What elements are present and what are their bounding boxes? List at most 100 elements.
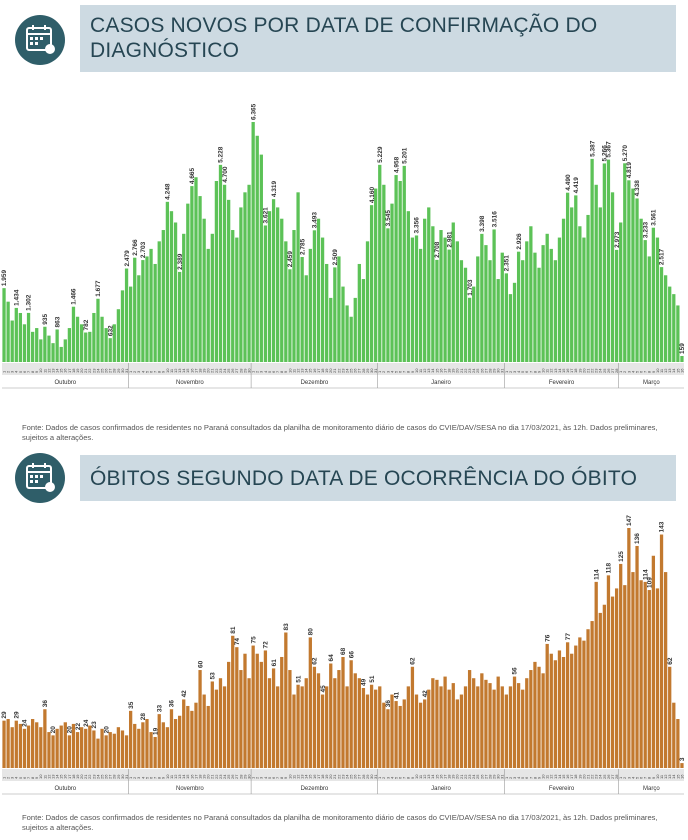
- bar: [157, 241, 161, 362]
- bar: [549, 248, 553, 362]
- bar: [51, 735, 55, 768]
- bar: [443, 237, 447, 362]
- x-tick-label: 7: [643, 370, 648, 373]
- x-tick-label: 1: [1, 776, 6, 779]
- x-tick-label: 4: [516, 370, 521, 373]
- x-tick-label: 1: [377, 370, 382, 373]
- x-tick-label: 3: [626, 776, 631, 779]
- bar: [619, 222, 623, 362]
- value-label: 2.703: [140, 241, 147, 258]
- x-tick-label: 16: [63, 774, 68, 779]
- bar: [10, 320, 14, 362]
- bar: [30, 719, 35, 768]
- value-label: 36: [42, 700, 49, 708]
- bar: [516, 683, 521, 768]
- x-tick-label: 15: [59, 368, 64, 373]
- x-tick-label: 3: [259, 370, 264, 373]
- value-label: 114: [593, 569, 600, 580]
- x-tick-label: 11: [42, 368, 47, 373]
- bar: [504, 273, 508, 362]
- bar: [10, 727, 14, 768]
- x-tick-label: 30: [369, 774, 374, 779]
- value-label: 36: [385, 700, 392, 708]
- value-label: 22: [75, 722, 82, 730]
- x-tick-label: 7: [153, 370, 158, 373]
- x-tick-label: 16: [565, 774, 570, 779]
- x-tick-label: 6: [22, 370, 27, 373]
- bar: [104, 735, 108, 768]
- x-tick-label: 3: [10, 776, 15, 779]
- bar: [663, 572, 668, 768]
- bar: [145, 256, 149, 362]
- bar: [267, 211, 272, 362]
- x-tick-label: 6: [524, 370, 529, 373]
- bar: [6, 301, 10, 362]
- bar: [149, 732, 153, 768]
- x-tick-label: 20: [79, 774, 84, 779]
- bar: [439, 230, 443, 362]
- value-label: 45: [320, 685, 327, 693]
- x-tick-label: 10: [38, 774, 43, 779]
- value-label: 53: [210, 672, 217, 680]
- bar: [659, 267, 664, 362]
- x-tick-label: 31: [124, 368, 129, 373]
- bar: [472, 286, 476, 362]
- x-tick-label: 28: [361, 368, 366, 373]
- bar: [59, 346, 63, 362]
- value-label: 2.981: [446, 231, 453, 248]
- x-tick-label: 27: [234, 368, 239, 373]
- bar: [337, 256, 341, 362]
- bar: [247, 184, 251, 362]
- x-tick-label: 4: [263, 776, 268, 779]
- x-tick-label: 26: [104, 368, 109, 373]
- value-label: 42: [181, 690, 188, 698]
- x-tick-label: 18: [197, 774, 202, 779]
- x-tick-label: 28: [487, 774, 492, 779]
- value-label: 74: [234, 638, 241, 646]
- x-tick-label: 21: [332, 368, 337, 373]
- bar: [525, 678, 529, 768]
- value-label: 3.493: [312, 212, 319, 229]
- bar: [214, 689, 219, 768]
- bar: [423, 218, 427, 362]
- bar: [570, 207, 574, 362]
- bar: [182, 233, 186, 362]
- x-tick-label: 18: [447, 368, 452, 373]
- x-tick-label: 5: [634, 776, 639, 779]
- bar: [541, 245, 545, 362]
- x-tick-label: 5: [393, 370, 398, 373]
- bar: [488, 260, 492, 362]
- bar: [198, 670, 202, 768]
- x-tick-label: 22: [214, 368, 219, 373]
- x-tick-label: 2: [255, 370, 260, 373]
- x-tick-label: 18: [573, 774, 578, 779]
- value-label: 4.819: [626, 162, 633, 179]
- value-label: 2.459: [287, 251, 294, 268]
- bar: [39, 727, 43, 768]
- bar: [467, 297, 472, 362]
- x-tick-label: 14: [181, 368, 186, 373]
- bar: [263, 225, 268, 362]
- x-tick-label: 7: [528, 370, 533, 373]
- x-tick-label: 27: [483, 368, 488, 373]
- bar: [643, 240, 647, 362]
- value-label: 3.621: [263, 207, 270, 224]
- bar: [333, 678, 337, 768]
- bar: [47, 335, 51, 362]
- value-label: 632: [107, 325, 114, 336]
- bar: [124, 735, 129, 768]
- x-tick-label: 16: [312, 368, 317, 373]
- x-tick-label: 31: [500, 774, 505, 779]
- x-tick-label: 2: [255, 776, 260, 779]
- bar: [406, 686, 410, 768]
- month-label: Novembro: [176, 380, 204, 386]
- x-tick-label: 18: [320, 774, 325, 779]
- bar: [586, 629, 590, 768]
- bar: [484, 679, 488, 768]
- x-tick-label: 23: [340, 368, 345, 373]
- x-tick-label: 12: [549, 368, 554, 373]
- value-label: 77: [565, 633, 572, 641]
- bar: [647, 256, 651, 362]
- x-tick-label: 16: [438, 774, 443, 779]
